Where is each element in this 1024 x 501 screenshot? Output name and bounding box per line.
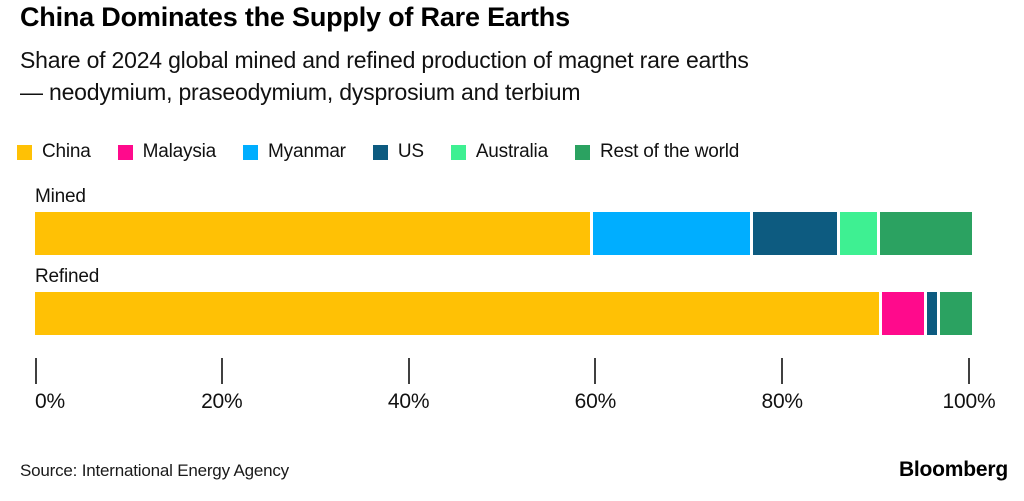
legend-item-malaysia: Malaysia	[117, 141, 217, 163]
legend-label-australia: Australia	[475, 141, 548, 162]
tick-label-40: 40%	[387, 390, 430, 413]
legend-swatch-myanmar	[243, 144, 259, 160]
chart-legend: China Malaysia Myanmar US Australia Rest of t…	[17, 141, 739, 163]
bloomberg-logo: Bloomberg	[898, 458, 1008, 481]
legend-item-myanmar: Myanmar	[243, 141, 346, 163]
segment-mined-us	[753, 212, 837, 255]
legend-label-rest-of-the-world: Rest of the world	[599, 141, 740, 162]
chart-title: China Dominates the Supply of Rare Earth…	[20, 2, 570, 32]
tick-label-20: 20%	[201, 390, 243, 413]
tick-mark-60	[594, 358, 597, 384]
legend-label-malaysia: Malaysia	[142, 141, 217, 162]
tick-label-0: 0%	[35, 390, 65, 413]
source-note: Source: International Energy Agency	[20, 461, 289, 480]
subtitle-line-2: — neodymium, praseodymium, dysprosium an…	[20, 79, 581, 105]
tick-mark-80	[781, 358, 784, 384]
bar-mined	[35, 212, 972, 255]
legend-item-us: US	[372, 141, 424, 163]
tick-label-100: 100%	[942, 390, 996, 413]
legend-label-us: US	[397, 141, 424, 162]
tick-label-80: 80%	[761, 390, 803, 413]
segment-refined-rest-of-the-world	[939, 292, 973, 335]
segment-mined-myanmar	[593, 212, 751, 255]
tick-mark-0	[35, 358, 37, 384]
segment-mined-australia	[839, 212, 877, 255]
subtitle-line-1: Share of 2024 global mined and refined p…	[20, 47, 749, 73]
tick-mark-100	[968, 358, 970, 384]
bar-label-refined: Refined	[35, 266, 100, 287]
legend-label-china: China	[42, 141, 91, 162]
legend-label-myanmar: Myanmar	[268, 141, 346, 162]
bar-label-mined: Mined	[35, 186, 86, 207]
tick-label-60: 60%	[574, 390, 617, 413]
segment-refined-us	[927, 292, 937, 335]
legend-item-china: China	[17, 141, 91, 163]
legend-swatch-us	[372, 144, 388, 160]
legend-swatch-malaysia	[117, 144, 133, 160]
segment-refined-malaysia	[882, 292, 925, 335]
legend-swatch-china	[17, 144, 32, 160]
segment-mined-china	[35, 212, 590, 255]
segment-refined-china	[35, 292, 880, 335]
bar-refined	[35, 292, 973, 335]
legend-item-australia: Australia	[450, 141, 548, 163]
tick-mark-20	[220, 358, 223, 384]
legend-item-rest-of-the-world: Rest of the world	[574, 141, 740, 163]
x-axis: 0% 20% 40% 60% 80% 100%	[35, 358, 996, 420]
tick-mark-40	[407, 358, 410, 384]
chart-subtitle: Share of 2024 global mined and refined p…	[20, 44, 749, 108]
segment-mined-rest-of-the-world	[879, 212, 972, 255]
legend-swatch-rest-of-the-world	[574, 144, 590, 160]
legend-swatch-australia	[450, 144, 466, 160]
